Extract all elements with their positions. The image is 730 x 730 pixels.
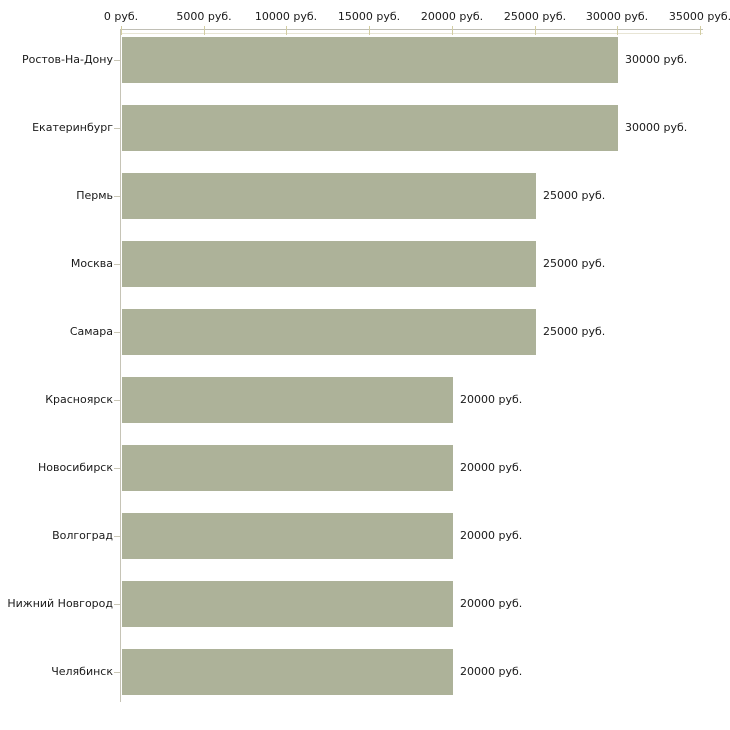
bar-value-label: 20000 руб.	[460, 665, 523, 678]
x-axis-tick	[452, 26, 453, 35]
category-tick	[114, 264, 120, 265]
bar-value-label: 20000 руб.	[460, 597, 523, 610]
bar-value-label: 30000 руб.	[625, 121, 688, 134]
bar-segment	[122, 105, 618, 151]
category-label: Волгоград	[52, 529, 113, 542]
x-axis-line	[121, 29, 703, 30]
bar-segment	[122, 377, 453, 423]
category-tick	[114, 60, 120, 61]
category-tick	[114, 672, 120, 673]
category-label: Самара	[69, 325, 113, 338]
x-axis-tick-label: 15000 руб.	[337, 10, 401, 23]
bar-segment	[122, 581, 453, 627]
x-axis-tick	[204, 26, 205, 35]
x-axis-tick-label: 20000 руб.	[420, 10, 484, 23]
x-axis-highlight-line	[121, 33, 703, 34]
category-tick	[114, 604, 120, 605]
category-label: Ростов-На-Дону	[21, 53, 113, 66]
x-axis-tick-label: 30000 руб.	[585, 10, 649, 23]
bar-value-label: 25000 руб.	[543, 257, 606, 270]
bar-segment	[122, 513, 453, 559]
x-axis-tick-label: 25000 руб.	[503, 10, 567, 23]
x-axis-tick-label: 35000 руб.	[668, 10, 730, 23]
bar-segment	[122, 173, 536, 219]
category-label: Красноярск	[45, 393, 113, 406]
y-axis-line	[120, 29, 121, 702]
category-label: Нижний Новгород	[7, 597, 113, 610]
x-axis-tick	[535, 26, 536, 35]
x-axis-tick	[617, 26, 618, 35]
x-axis-tick-label: 5000 руб.	[176, 10, 232, 23]
category-label: Пермь	[76, 189, 113, 202]
category-label: Екатеринбург	[32, 121, 113, 134]
category-tick	[114, 536, 120, 537]
bar-segment	[122, 649, 453, 695]
bar-segment	[122, 241, 536, 287]
x-axis-tick	[286, 26, 287, 35]
bar-segment	[122, 37, 618, 83]
x-axis-tick	[121, 26, 122, 35]
category-tick	[114, 332, 120, 333]
bar-value-label: 20000 руб.	[460, 529, 523, 542]
x-axis-tick-label: 10000 руб.	[254, 10, 318, 23]
x-axis-tick	[369, 26, 370, 35]
x-axis-tick-label: 0 руб.	[103, 10, 139, 23]
bar-value-label: 25000 руб.	[543, 189, 606, 202]
category-tick	[114, 196, 120, 197]
category-label: Челябинск	[51, 665, 113, 678]
bar-value-label: 20000 руб.	[460, 461, 523, 474]
category-label: Новосибирск	[37, 461, 113, 474]
category-tick	[114, 128, 120, 129]
bar-value-label: 25000 руб.	[543, 325, 606, 338]
bar-segment	[122, 445, 453, 491]
bar-value-label: 20000 руб.	[460, 393, 523, 406]
category-tick	[114, 468, 120, 469]
category-tick	[114, 400, 120, 401]
x-axis-tick	[700, 26, 701, 35]
bar-segment	[122, 309, 536, 355]
bar-value-label: 30000 руб.	[625, 53, 688, 66]
category-label: Москва	[70, 257, 113, 270]
